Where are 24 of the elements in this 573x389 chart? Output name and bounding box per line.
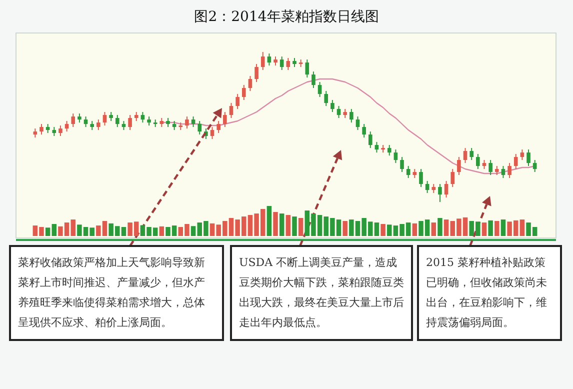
bar	[380, 224, 386, 236]
bar	[386, 224, 392, 236]
bar	[52, 224, 57, 236]
bar	[482, 222, 487, 236]
bar	[488, 220, 493, 236]
bar	[298, 218, 304, 236]
bar	[266, 206, 272, 236]
bar	[500, 220, 506, 236]
bar	[286, 215, 291, 236]
bar	[520, 220, 525, 236]
bar	[279, 214, 284, 236]
bar	[292, 216, 297, 236]
bar	[412, 223, 418, 236]
bar	[431, 222, 436, 236]
text: 菜籽收储政策严格加上天气影响导致新菜籽上市时间推迟、产量减少，但水产养殖旺季来临使得菜粕需求增大，总体呈现供不应求、粕价上涨局面。	[9, 245, 224, 341]
bar	[273, 212, 278, 236]
bar	[494, 221, 500, 236]
text: USDA 不断上调美豆产量，造成豆类期价大幅下跌，菜粕跟随豆类出现大跌，最终在美豆大量上市后走出年内最低点。	[230, 245, 413, 341]
bar	[159, 226, 164, 236]
bar	[342, 221, 348, 236]
text: 2015 菜籽种植补贴政策已明确，但收储政策尚未出台，在豆粕影响下，维持震荡偏弱局面。	[417, 245, 562, 341]
bar	[45, 228, 50, 236]
chart-title: 图2：2014年菜粕指数日线图	[193, 8, 380, 26]
bar	[438, 218, 442, 236]
